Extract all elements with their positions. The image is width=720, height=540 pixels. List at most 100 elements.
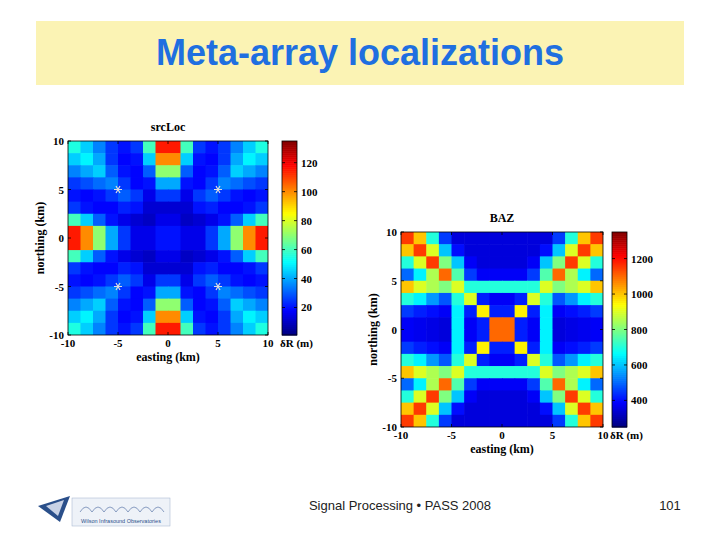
heat-cell <box>477 305 490 318</box>
heat-cell <box>156 202 169 215</box>
heat-cell <box>168 226 181 239</box>
heat-cell <box>231 287 244 300</box>
heat-cell <box>68 323 81 335</box>
y-tick <box>68 238 71 239</box>
heat-cell <box>477 354 490 367</box>
heat-cell <box>590 354 603 367</box>
heat-cell <box>540 244 553 257</box>
heat-cell <box>527 269 540 282</box>
heat-cell <box>81 214 94 227</box>
heat-cell <box>256 190 269 203</box>
x-tick-label: 0 <box>499 429 505 441</box>
x-tick <box>118 332 119 335</box>
heat-cell <box>502 415 515 427</box>
logo-box <box>72 498 170 526</box>
heat-cell <box>206 141 219 154</box>
heat-cell <box>81 299 94 312</box>
heat-cell <box>540 415 553 427</box>
heat-cell <box>143 287 156 300</box>
heat-cell <box>193 165 206 178</box>
heat-cell <box>118 177 131 190</box>
heat-cell <box>81 238 94 251</box>
footer: Signal Processing • PASS 2008 <box>309 498 491 513</box>
x-tick <box>401 424 402 427</box>
y-tick <box>265 238 268 239</box>
colorbar: 20406080100120δR (m) <box>280 141 318 350</box>
heat-cell <box>590 269 603 282</box>
station <box>114 186 122 193</box>
heat-cell <box>527 281 540 294</box>
heat-cell <box>231 311 244 324</box>
heat-cell <box>118 299 131 312</box>
heat-cell <box>464 415 477 427</box>
heat-cell <box>464 244 477 257</box>
heat-cell <box>553 317 566 330</box>
heat-cell <box>452 232 465 245</box>
heat-cell <box>206 262 219 275</box>
y-tick <box>401 280 404 281</box>
heat-cell <box>426 378 439 391</box>
heat-cell <box>414 378 427 391</box>
heat-cell <box>106 214 119 227</box>
heat-cell <box>206 323 219 335</box>
heat-cell <box>439 330 452 343</box>
heat-cell <box>143 141 156 154</box>
heat-cell <box>477 269 490 282</box>
y-tick <box>401 232 404 233</box>
heat-cell <box>578 403 591 416</box>
heat-cell <box>464 232 477 245</box>
heat-cell <box>156 226 169 239</box>
heat-cell <box>131 214 144 227</box>
heat-cell <box>578 244 591 257</box>
heat-cell <box>218 214 231 227</box>
heat-cell <box>193 202 206 215</box>
heat-cell <box>143 177 156 190</box>
heat-cell <box>81 153 94 166</box>
heat-cell <box>81 165 94 178</box>
heat-cell <box>527 390 540 403</box>
heat-cell <box>168 274 181 287</box>
cells <box>401 232 603 427</box>
heat-cell <box>243 226 256 239</box>
heat-cell <box>426 366 439 379</box>
x-tick-label: -5 <box>113 337 123 349</box>
heat-cell <box>193 262 206 275</box>
y-tick <box>401 378 404 379</box>
heat-cell <box>68 190 81 203</box>
slide-title: Meta-array localizations <box>156 32 564 73</box>
heat-cell <box>489 256 502 269</box>
heat-cell <box>565 244 578 257</box>
heat-cell <box>426 256 439 269</box>
heat-cell <box>243 287 256 300</box>
heat-cell <box>218 165 231 178</box>
y-tick <box>265 141 268 142</box>
heat-cell <box>489 390 502 403</box>
heat-cell <box>578 269 591 282</box>
y-tick <box>600 427 603 428</box>
colorbar-tick <box>282 307 285 308</box>
colorbar-tick <box>612 400 615 401</box>
heat-cell <box>181 202 194 215</box>
heat-cell <box>181 311 194 324</box>
station <box>114 283 122 290</box>
heat-cell <box>156 190 169 203</box>
heat-cell <box>502 403 515 416</box>
heat-cell <box>118 274 131 287</box>
x-tick <box>218 332 219 335</box>
heat-cell <box>464 330 477 343</box>
heat-cell <box>168 299 181 312</box>
heat-cell <box>243 214 256 227</box>
x-tick <box>68 332 69 335</box>
heat-cell <box>527 330 540 343</box>
heat-cell <box>426 305 439 318</box>
heat-cell <box>515 366 528 379</box>
heat-cell <box>131 287 144 300</box>
chart-title: BAZ <box>490 211 515 225</box>
heat-cell <box>256 238 269 251</box>
heat-cell <box>590 403 603 416</box>
plot-frame <box>68 141 268 335</box>
heat-cell <box>452 269 465 282</box>
heat-cell <box>452 354 465 367</box>
heat-cell <box>131 323 144 335</box>
heat-cell <box>93 141 106 154</box>
